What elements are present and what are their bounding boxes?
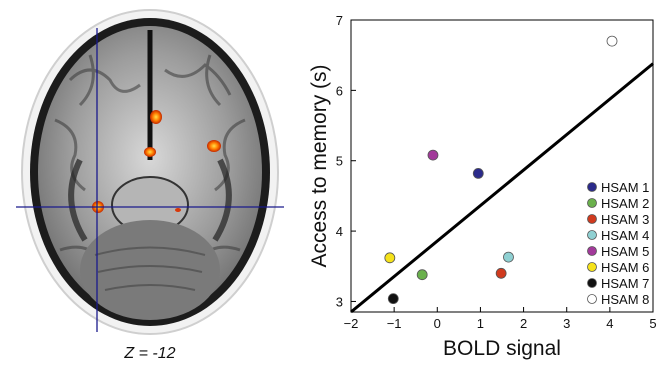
data-point-hsam-4 (503, 251, 514, 263)
x-tick-label: 0 (434, 316, 441, 331)
brain-slice-panel: Z = -12 (0, 0, 300, 366)
activation-cluster (144, 147, 156, 157)
x-tick-label: −1 (387, 316, 402, 331)
x-tick-label: 3 (563, 316, 570, 331)
legend-label: HSAM 1 (601, 180, 649, 195)
y-axis-ticks: 3 4 5 6 7 (336, 13, 356, 309)
y-tick-label: 3 (336, 294, 343, 309)
legend-marker (587, 182, 597, 192)
x-axis-ticks: −2 −1 0 1 2 3 4 5 (344, 307, 657, 331)
activation-cluster (175, 208, 181, 212)
y-axis-label: Access to memory (s) (308, 64, 331, 267)
legend-marker (587, 294, 597, 304)
legend-marker (587, 246, 597, 256)
y-tick-label: 6 (336, 83, 343, 98)
legend-marker (587, 278, 597, 288)
legend-label: HSAM 3 (601, 212, 649, 227)
data-point-hsam-2 (416, 269, 428, 281)
legend-label: HSAM 6 (601, 260, 649, 275)
data-points (384, 35, 618, 305)
plot-area-frame (350, 19, 654, 313)
activation-cluster (150, 110, 162, 124)
slice-coordinate-label: Z = -12 (123, 345, 175, 362)
legend-marker (587, 262, 597, 272)
y-tick-label: 5 (336, 154, 343, 169)
legend-marker (587, 198, 597, 208)
legend-label: HSAM 8 (601, 292, 649, 307)
legend-label: HSAM 2 (601, 196, 649, 211)
x-tick-label: 1 (477, 316, 484, 331)
activation-cluster (207, 140, 221, 152)
cerebellum (80, 220, 220, 320)
data-point-hsam-8 (606, 35, 618, 47)
legend-label: HSAM 7 (601, 276, 649, 291)
data-point-hsam-7 (387, 293, 399, 305)
data-point-hsam-6 (384, 252, 396, 264)
regression-line (350, 62, 654, 314)
legend-marker (587, 230, 597, 240)
legend-label: HSAM 5 (601, 244, 649, 259)
data-point-hsam-1 (472, 167, 484, 179)
data-point-hsam-3 (495, 267, 507, 279)
x-tick-label: 4 (606, 316, 613, 331)
x-axis-label: BOLD signal (443, 337, 561, 360)
legend-marker (587, 214, 597, 224)
x-tick-label: −2 (344, 316, 359, 331)
x-tick-label: 5 (649, 316, 656, 331)
x-tick-label: 2 (520, 316, 527, 331)
y-tick-label: 7 (336, 13, 343, 28)
y-tick-label: 4 (336, 224, 343, 239)
data-point-hsam-5 (427, 149, 439, 161)
legend-label: HSAM 4 (601, 228, 649, 243)
brain-slice-image: Z = -12 (16, 9, 284, 362)
